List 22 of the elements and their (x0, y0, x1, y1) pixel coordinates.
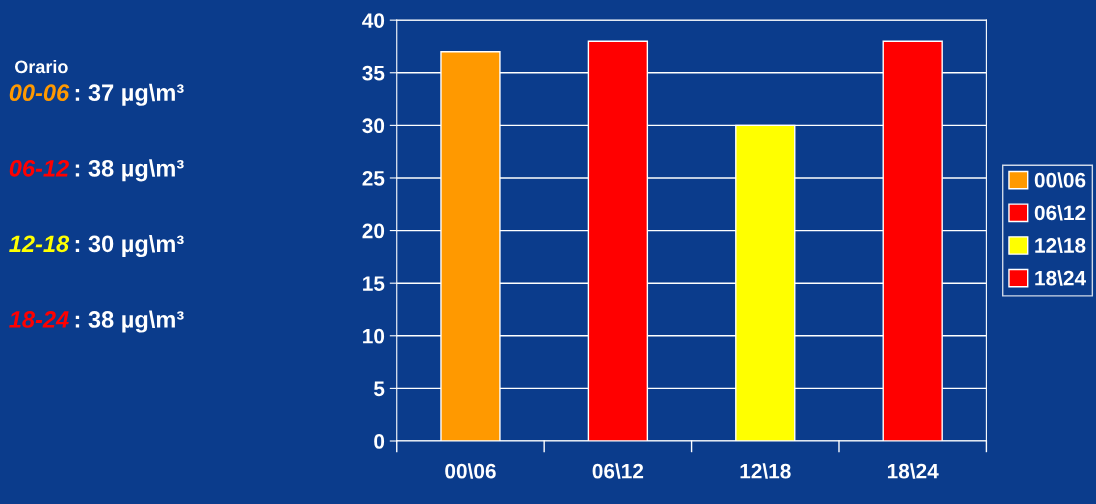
legend-label: 00\06 (1034, 172, 1086, 188)
text: 18-24 : 38 µg\m³ (9, 310, 184, 333)
text: 06-12 : 38 µg\m³ (9, 159, 184, 182)
x-tick-label: 06\12 (592, 463, 644, 479)
y-tick-label: 30 (362, 118, 385, 134)
text: Orario (14, 60, 68, 74)
legend-label: 06\12 (1034, 204, 1086, 221)
y-tick-label: 10 (363, 328, 385, 344)
y-tick-label: 35 (362, 65, 385, 81)
legend-label: 12\18 (1035, 237, 1086, 254)
text: 00-06 : 37 µg\m³ (9, 83, 184, 106)
y-tick-label: 5 (374, 381, 385, 397)
y-tick-label: 20 (362, 223, 385, 239)
x-tick-label: 18\24 (887, 463, 939, 479)
y-tick-label: 15 (363, 276, 385, 291)
legend-label: 18\24 (1035, 270, 1086, 286)
x-tick-label: 00\06 (445, 463, 496, 479)
y-tick-label: 0 (374, 434, 385, 449)
text: 12-18 : 30 µg\m³ (9, 234, 184, 257)
x-tick-label: 12\18 (740, 463, 791, 479)
y-tick-label: 25 (362, 170, 385, 186)
y-tick-label: 40 (362, 13, 385, 28)
